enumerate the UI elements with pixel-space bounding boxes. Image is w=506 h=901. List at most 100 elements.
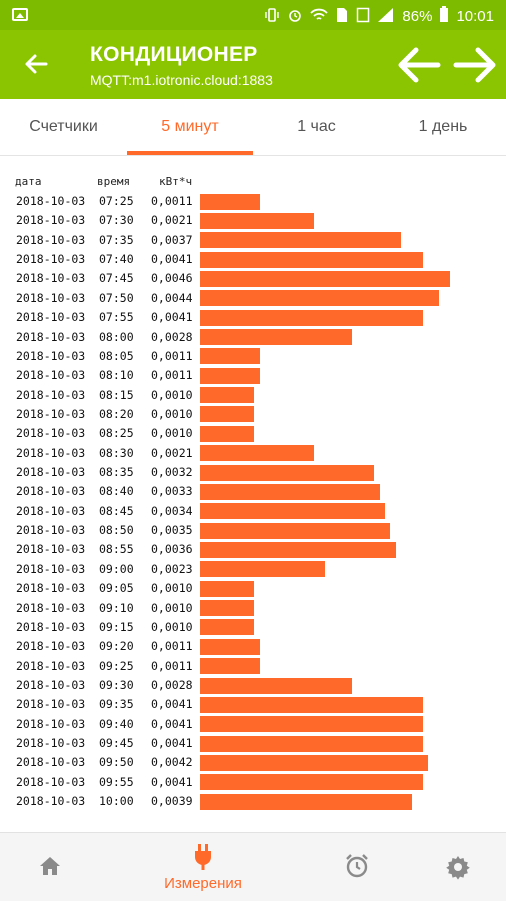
row-value: 0,0041 <box>151 774 193 789</box>
row-time: 09:25 <box>99 658 134 673</box>
row-date: 2018-10-03 <box>16 387 86 402</box>
row-value: 0,0021 <box>151 445 193 460</box>
tab-1-hour[interactable]: 1 час <box>297 118 336 135</box>
value-bar <box>200 580 254 597</box>
arrow-left-icon <box>25 54 48 74</box>
signal-icon <box>377 7 395 27</box>
value-bar <box>200 270 450 287</box>
row-date: 2018-10-03 <box>16 368 86 383</box>
back-button[interactable] <box>20 48 52 80</box>
row-value: 0,0023 <box>151 561 193 576</box>
value-bar <box>200 600 254 617</box>
value-bar <box>200 696 423 713</box>
row-value: 0,0011 <box>151 348 193 363</box>
row-time: 07:50 <box>99 290 134 305</box>
header-time: время <box>97 175 131 188</box>
row-value: 0,0041 <box>151 697 193 712</box>
row-time: 09:35 <box>99 697 134 712</box>
row-date: 2018-10-03 <box>16 755 86 770</box>
value-bar <box>200 329 352 346</box>
row-date: 2018-10-03 <box>16 736 86 751</box>
row-time: 08:15 <box>99 387 134 402</box>
previous-period-button[interactable] <box>396 44 442 86</box>
sim-icon <box>335 7 349 27</box>
value-bar <box>200 561 325 578</box>
tab-counters[interactable]: Счетчики <box>29 118 98 135</box>
row-date: 2018-10-03 <box>16 329 86 344</box>
value-bar <box>200 406 254 423</box>
app-bar: КОНДИЦИОНЕР MQTT:m1.iotronic.cloud:1883 <box>0 30 506 99</box>
row-date: 2018-10-03 <box>16 697 86 712</box>
row-value: 0,0011 <box>151 639 193 654</box>
row-time: 07:40 <box>99 252 134 267</box>
row-time: 09:30 <box>99 678 134 692</box>
row-time: 07:35 <box>99 232 134 247</box>
value-bar <box>200 716 423 733</box>
gear-icon <box>446 856 470 880</box>
row-time: 10:00 <box>99 794 134 809</box>
row-date: 2018-10-03 <box>16 794 86 809</box>
row-date: 2018-10-03 <box>16 194 86 208</box>
row-date: 2018-10-03 <box>16 774 86 789</box>
page-title: КОНДИЦИОНЕР <box>90 43 258 66</box>
row-time: 07:30 <box>99 213 134 228</box>
value-bar <box>200 387 254 404</box>
row-time: 08:25 <box>99 426 134 441</box>
row-date: 2018-10-03 <box>16 290 86 305</box>
value-bar <box>200 754 428 771</box>
value-bar <box>200 735 423 752</box>
status-bar: 86% 10:01 <box>0 0 506 30</box>
row-time: 07:45 <box>99 271 134 286</box>
tab-1-day[interactable]: 1 день <box>418 118 468 135</box>
row-date: 2018-10-03 <box>16 581 86 596</box>
value-bar <box>200 638 260 655</box>
nav-settings[interactable] <box>410 833 506 901</box>
row-date: 2018-10-03 <box>16 678 86 692</box>
next-period-button[interactable] <box>452 44 498 86</box>
battery-icon <box>439 6 449 27</box>
row-value: 0,0039 <box>151 794 193 809</box>
row-date: 2018-10-03 <box>16 600 86 615</box>
row-value: 0,0035 <box>151 523 193 538</box>
value-bar <box>200 541 396 558</box>
value-bar <box>200 677 352 694</box>
row-date: 2018-10-03 <box>16 561 86 576</box>
row-value: 0,0011 <box>151 658 193 673</box>
row-time: 08:55 <box>99 542 134 557</box>
value-bar <box>200 193 260 210</box>
nav-home[interactable] <box>0 833 100 901</box>
value-bar <box>200 290 439 307</box>
value-bar <box>200 464 374 481</box>
tab-indicator <box>127 151 253 155</box>
value-bar <box>200 445 314 462</box>
row-time: 07:25 <box>99 194 134 208</box>
row-date: 2018-10-03 <box>16 639 86 654</box>
row-time: 09:20 <box>99 639 134 654</box>
row-time: 08:10 <box>99 368 134 383</box>
bottom-navigation: Измерения <box>0 832 506 901</box>
arrow-left-icon <box>398 47 441 83</box>
row-value: 0,0010 <box>151 387 193 402</box>
row-date: 2018-10-03 <box>16 445 86 460</box>
row-date: 2018-10-03 <box>16 658 86 673</box>
row-date: 2018-10-03 <box>16 232 86 247</box>
nav-measurements[interactable]: Измерения <box>140 833 266 901</box>
row-time: 08:00 <box>99 329 134 344</box>
row-time: 09:15 <box>99 619 134 634</box>
page-subtitle: MQTT:m1.iotronic.cloud:1883 <box>90 72 273 88</box>
tab-5-minutes[interactable]: 5 минут <box>161 118 219 135</box>
value-bar <box>200 251 423 268</box>
alarm-clock-icon <box>346 854 368 878</box>
row-value: 0,0032 <box>151 465 193 480</box>
nav-alarms[interactable] <box>310 833 404 901</box>
wifi-icon <box>310 7 329 27</box>
row-time: 07:55 <box>99 310 134 325</box>
row-date: 2018-10-03 <box>16 348 86 363</box>
row-value: 0,0046 <box>151 271 193 286</box>
row-value: 0,0041 <box>151 252 193 267</box>
row-value: 0,0010 <box>151 406 193 421</box>
row-time: 08:50 <box>99 523 134 538</box>
row-value: 0,0028 <box>151 678 193 692</box>
row-value: 0,0010 <box>151 619 193 634</box>
row-value: 0,0042 <box>151 755 193 770</box>
